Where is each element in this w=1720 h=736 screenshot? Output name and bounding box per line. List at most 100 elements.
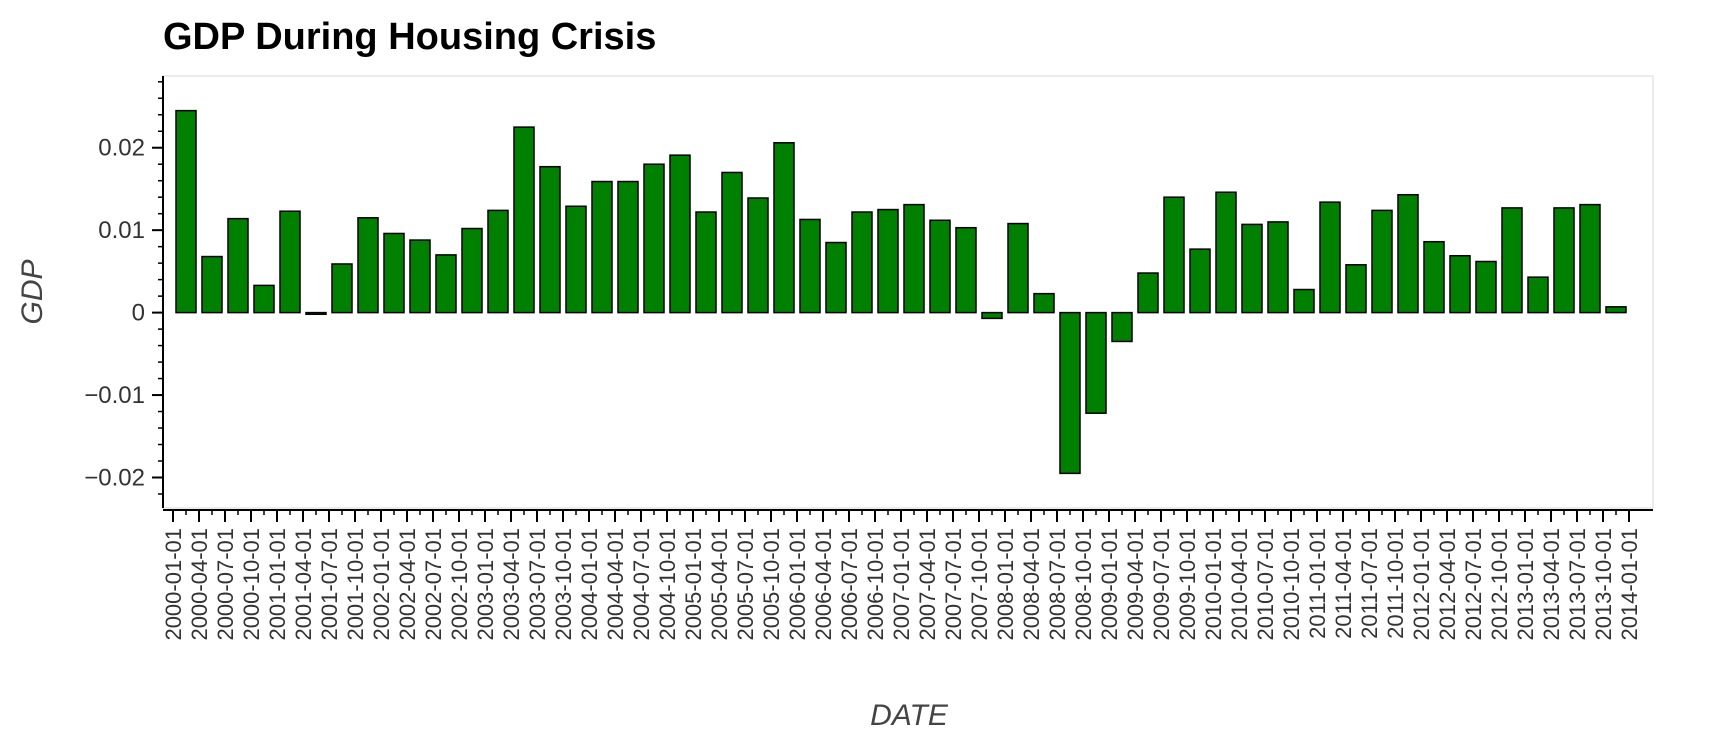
bar-2008-07-01 <box>1033 292 1055 314</box>
x-tick-label: 2012-01-01 <box>1409 528 1434 641</box>
x-tick-label: 2002-04-01 <box>395 528 420 641</box>
bar-2004-04-01 <box>591 180 613 314</box>
x-tick-label: 2004-01-01 <box>577 528 602 641</box>
y-tick-label: −0.01 <box>84 382 145 409</box>
bar-2000-07-01 <box>201 255 223 314</box>
bar-2001-01-01 <box>253 284 275 314</box>
chart-title: GDP During Housing Crisis <box>163 16 657 58</box>
x-tick-label: 2004-10-01 <box>655 528 680 641</box>
bar-2007-07-01 <box>929 219 951 314</box>
bar-2009-07-01 <box>1137 272 1159 314</box>
x-tick-label: 2000-01-01 <box>161 528 186 641</box>
x-axis: 2000-01-01 2000-04-01 2000-07-01 2000-10-01… <box>161 509 1653 641</box>
bar-2000-04-01 <box>175 109 197 314</box>
bar-2009-10-01 <box>1163 196 1185 314</box>
bar-2003-04-01 <box>487 209 509 314</box>
bar-2005-01-01 <box>669 154 691 314</box>
x-axis-title: DATE <box>870 699 949 732</box>
bars-layer <box>175 109 1627 475</box>
x-tick-label: 2000-10-01 <box>239 528 264 641</box>
x-tick-label: 2007-04-01 <box>915 528 940 641</box>
bar-2000-10-01 <box>227 217 249 314</box>
x-tick-label: 2001-07-01 <box>317 528 342 641</box>
x-tick-label: 2005-01-01 <box>681 528 706 641</box>
x-tick-label: 2005-07-01 <box>733 528 758 641</box>
x-tick-label: 2012-07-01 <box>1461 528 1486 641</box>
bar-2003-07-01 <box>513 126 535 314</box>
bar-2002-10-01 <box>435 254 457 314</box>
x-tick-label: 2012-10-01 <box>1487 528 1512 641</box>
y-tick-label: −0.02 <box>84 464 145 491</box>
x-tick-label: 2004-04-01 <box>603 528 628 641</box>
x-tick-label: 2009-07-01 <box>1149 528 1174 641</box>
x-tick-label: 2008-01-01 <box>993 528 1018 641</box>
bar-2003-10-01 <box>539 165 561 314</box>
x-tick-label: 2009-04-01 <box>1123 528 1148 641</box>
bar-2006-04-01 <box>799 218 821 314</box>
x-tick-label: 2008-10-01 <box>1071 528 1096 641</box>
x-tick-label: 2013-07-01 <box>1565 528 1590 641</box>
bar-2009-01-01 <box>1085 311 1107 414</box>
bar-2013-07-01 <box>1553 207 1575 314</box>
x-tick-label: 2014-01-01 <box>1617 528 1642 641</box>
x-tick-label: 2012-04-01 <box>1435 528 1460 641</box>
y-tick-label: 0.01 <box>98 217 145 244</box>
x-tick-label: 2011-01-01 <box>1305 528 1330 639</box>
bar-2007-10-01 <box>955 226 977 314</box>
bar-2013-01-01 <box>1501 207 1523 314</box>
bar-2007-01-01 <box>877 208 899 314</box>
x-tick-label: 2007-10-01 <box>967 528 992 641</box>
x-tick-label: 2005-10-01 <box>759 528 784 641</box>
bar-2006-10-01 <box>851 211 873 314</box>
x-tick-label: 2008-07-01 <box>1045 528 1070 641</box>
x-tick-label: 2011-04-01 <box>1331 528 1356 639</box>
x-tick-label: 2001-01-01 <box>265 528 290 641</box>
x-tick-label: 2010-04-01 <box>1227 528 1252 641</box>
bar-2010-10-01 <box>1267 221 1289 314</box>
bar-2006-01-01 <box>773 142 795 314</box>
x-tick-label: 2001-10-01 <box>343 528 368 641</box>
bar-2010-04-01 <box>1215 191 1237 314</box>
bar-2006-07-01 <box>825 241 847 314</box>
x-tick-label: 2005-04-01 <box>707 528 732 641</box>
x-tick-label: 2003-01-01 <box>473 528 498 641</box>
bar-2012-04-01 <box>1423 240 1445 314</box>
y-axis: −0.02 −0.01 0 0.01 0.02 <box>84 76 164 508</box>
bar-2012-10-01 <box>1475 260 1497 314</box>
bar-2007-04-01 <box>903 203 925 314</box>
bar-2011-10-01 <box>1371 209 1393 314</box>
x-tick-label: 2003-07-01 <box>525 528 550 641</box>
bar-2004-10-01 <box>643 163 665 314</box>
bar-2004-01-01 <box>565 205 587 314</box>
x-tick-label: 2006-04-01 <box>811 528 836 641</box>
bar-2005-07-01 <box>721 171 743 314</box>
x-tick-label: 2010-07-01 <box>1253 528 1278 641</box>
y-tick-label: 0.02 <box>98 135 145 162</box>
x-tick-label: 2007-01-01 <box>889 528 914 641</box>
x-tick-label: 2004-07-01 <box>629 528 654 641</box>
bar-2013-10-01 <box>1579 203 1601 314</box>
bar-2001-07-01 <box>305 311 327 316</box>
bar-2003-01-01 <box>461 227 483 314</box>
x-tick-label: 2010-01-01 <box>1201 528 1226 641</box>
bar-2009-04-01 <box>1111 311 1133 343</box>
y-axis-title: GDP <box>16 259 49 324</box>
bar-2005-04-01 <box>695 211 717 314</box>
x-tick-label: 2013-01-01 <box>1513 528 1538 641</box>
bar-2004-07-01 <box>617 180 639 314</box>
x-tick-label: 2001-04-01 <box>291 528 316 641</box>
bar-2012-07-01 <box>1449 254 1471 314</box>
bar-2002-04-01 <box>383 232 405 314</box>
x-tick-label: 2006-10-01 <box>863 528 888 641</box>
x-tick-label: 2011-10-01 <box>1383 528 1408 639</box>
bar-2011-01-01 <box>1293 288 1315 314</box>
x-tick-label: 2002-10-01 <box>447 528 472 641</box>
bar-2010-07-01 <box>1241 223 1263 314</box>
x-tick-label: 2007-07-01 <box>941 528 966 641</box>
bar-2005-10-01 <box>747 197 769 314</box>
bar-2001-04-01 <box>279 210 301 314</box>
x-tick-label: 2006-01-01 <box>785 528 810 641</box>
x-tick-label: 2009-01-01 <box>1097 528 1122 641</box>
bar-2013-04-01 <box>1527 276 1549 314</box>
